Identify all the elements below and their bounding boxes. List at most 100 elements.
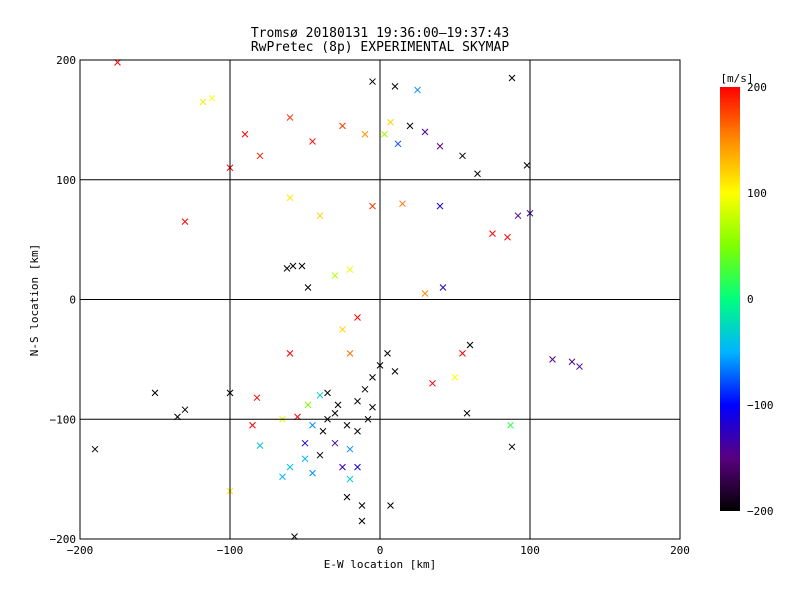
data-point-x — [289, 262, 297, 270]
data-point-x — [421, 290, 429, 297]
data-point-x — [387, 502, 394, 509]
data-point-x — [381, 130, 388, 138]
data-point-x — [301, 439, 309, 447]
x-tick-label: −100 — [217, 544, 244, 557]
data-point-x — [507, 421, 514, 429]
x-axis-label: E-W location [km] — [324, 558, 437, 571]
data-point-x — [369, 78, 376, 85]
data-point-x — [286, 194, 294, 202]
data-point-x — [514, 212, 522, 220]
x-tick-label: 100 — [520, 544, 540, 557]
data-point-x — [324, 389, 331, 397]
data-point-x — [316, 212, 324, 220]
chart-title: Tromsø 20180131 19:36:00–19:37:43 — [251, 26, 509, 41]
y-tick-label: −100 — [50, 413, 77, 426]
data-point-x — [459, 350, 466, 357]
data-point-x — [358, 517, 366, 525]
data-point-x — [256, 442, 264, 449]
data-point-x — [309, 469, 316, 477]
data-point-x — [346, 445, 354, 453]
data-point-x — [286, 114, 294, 121]
data-point-x — [459, 152, 466, 160]
data-point-x — [316, 391, 324, 399]
data-point-x — [391, 367, 399, 375]
data-point-x — [384, 350, 391, 357]
data-point-x — [387, 118, 394, 126]
data-point-x — [421, 128, 429, 136]
data-point-x — [466, 341, 474, 349]
data-point-x — [249, 421, 256, 429]
data-point-x — [304, 401, 312, 409]
data-point-x — [354, 397, 361, 405]
data-point-x — [439, 284, 447, 291]
y-tick-label: 100 — [56, 174, 76, 187]
data-point-x — [331, 439, 339, 447]
data-point-x — [309, 138, 316, 145]
data-point-x — [504, 233, 511, 241]
y-tick-label: −200 — [50, 533, 77, 546]
data-point-x — [91, 445, 99, 453]
data-point-x — [253, 394, 261, 402]
data-point-x — [181, 218, 189, 226]
x-tick-label: −200 — [67, 544, 94, 557]
plot-frame — [79, 59, 681, 540]
colorbar-tick-label: −100 — [747, 399, 774, 412]
data-point-x — [309, 421, 316, 429]
data-point-x — [199, 98, 207, 106]
data-point-x — [301, 455, 309, 463]
chart-subtitle: RwPretec (8p) EXPERIMENTAL SKYMAP — [251, 40, 509, 55]
colorbar-label: [m/s] — [720, 72, 753, 85]
data-point-x — [346, 350, 354, 357]
data-point-x — [354, 427, 361, 435]
data-point-x — [406, 122, 414, 130]
data-point-x — [316, 451, 324, 459]
data-point-x — [241, 130, 249, 138]
data-point-x — [339, 326, 346, 333]
colorbar-tick-label: 200 — [747, 81, 767, 94]
data-point-x — [463, 409, 471, 417]
data-point-x — [354, 314, 361, 321]
data-point-x — [339, 463, 346, 471]
x-axis-ticks: −200 −100 0 100 200 — [67, 544, 690, 557]
data-point-x — [361, 130, 369, 138]
data-point-x — [508, 74, 516, 82]
colorbar-tick-label: −200 — [747, 505, 774, 518]
data-point-x — [339, 122, 346, 130]
data-point-x — [286, 463, 294, 471]
data-point-x — [414, 86, 421, 94]
grid-lines — [80, 60, 680, 539]
data-point-x — [436, 202, 444, 210]
data-point-x — [474, 170, 481, 178]
data-point-x — [346, 475, 354, 483]
data-point-x — [508, 443, 516, 451]
data-point-x — [286, 350, 294, 357]
data-point-x — [331, 409, 339, 417]
data-point-x — [343, 493, 351, 501]
data-point-x — [576, 363, 583, 370]
data-point-x — [489, 230, 496, 237]
data-point-x — [568, 358, 576, 366]
data-point-x — [181, 406, 189, 414]
data-point-x — [331, 272, 339, 279]
data-point-x — [346, 266, 354, 273]
data-point-x — [394, 140, 402, 148]
data-point-x — [391, 82, 399, 90]
data-point-x — [354, 463, 361, 471]
y-axis-ticks: −200 −100 0 100 200 — [50, 54, 77, 546]
data-point-x — [451, 373, 459, 381]
data-point-x — [358, 502, 366, 509]
data-point-x — [369, 373, 376, 381]
data-point-x — [369, 202, 376, 210]
data-point-x — [304, 284, 312, 291]
data-point-x — [436, 142, 444, 150]
data-point-x — [343, 421, 351, 429]
data-point-x — [208, 94, 216, 102]
y-tick-label: 0 — [69, 294, 76, 307]
data-point-x — [369, 403, 376, 411]
data-point-x — [283, 265, 291, 272]
data-point-x — [399, 200, 406, 208]
data-point-x — [334, 401, 342, 409]
data-point-x — [523, 162, 531, 169]
data-point-x — [279, 473, 286, 481]
